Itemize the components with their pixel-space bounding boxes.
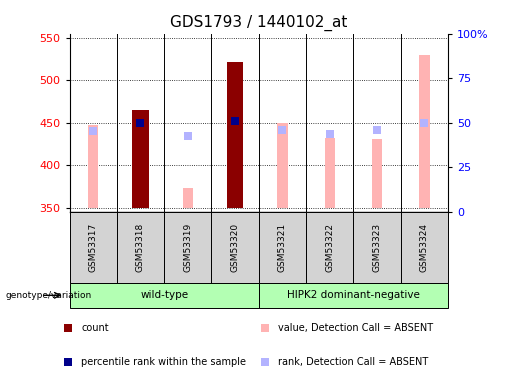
Text: genotype/variation: genotype/variation xyxy=(5,291,91,300)
FancyBboxPatch shape xyxy=(212,212,259,283)
Text: GSM53319: GSM53319 xyxy=(183,223,192,272)
Point xyxy=(261,359,269,365)
Title: GDS1793 / 1440102_at: GDS1793 / 1440102_at xyxy=(170,15,348,31)
FancyBboxPatch shape xyxy=(401,212,448,283)
Bar xyxy=(277,123,288,208)
Text: GSM53324: GSM53324 xyxy=(420,223,429,272)
Point xyxy=(89,128,97,134)
FancyBboxPatch shape xyxy=(117,212,164,283)
Point xyxy=(278,128,286,134)
FancyBboxPatch shape xyxy=(70,283,259,308)
Point xyxy=(64,359,72,365)
Point xyxy=(136,120,145,126)
Bar xyxy=(183,188,193,208)
Text: GSM53321: GSM53321 xyxy=(278,223,287,272)
Point xyxy=(420,120,428,126)
Bar xyxy=(227,62,244,208)
FancyBboxPatch shape xyxy=(353,212,401,283)
Point xyxy=(373,128,381,134)
Point xyxy=(231,118,239,124)
Bar xyxy=(135,125,146,208)
FancyBboxPatch shape xyxy=(164,212,212,283)
Text: percentile rank within the sample: percentile rank within the sample xyxy=(81,357,246,367)
Point xyxy=(261,325,269,331)
FancyBboxPatch shape xyxy=(306,212,353,283)
Text: wild-type: wild-type xyxy=(140,290,188,300)
Text: rank, Detection Call = ABSENT: rank, Detection Call = ABSENT xyxy=(278,357,428,367)
Text: GSM53323: GSM53323 xyxy=(372,223,382,272)
Bar xyxy=(419,55,430,208)
Bar xyxy=(132,110,149,208)
Bar xyxy=(230,125,241,208)
Point xyxy=(64,325,72,331)
Bar xyxy=(372,139,382,208)
Text: count: count xyxy=(81,323,109,333)
Text: value, Detection Call = ABSENT: value, Detection Call = ABSENT xyxy=(278,323,433,333)
Text: GSM53317: GSM53317 xyxy=(89,223,98,272)
Point xyxy=(184,132,192,138)
Text: GSM53322: GSM53322 xyxy=(325,223,334,272)
FancyBboxPatch shape xyxy=(259,283,448,308)
Point xyxy=(136,120,145,126)
Point xyxy=(325,131,334,137)
Bar xyxy=(324,138,335,208)
Text: GSM53318: GSM53318 xyxy=(136,223,145,272)
FancyBboxPatch shape xyxy=(259,212,306,283)
Text: HIPK2 dominant-negative: HIPK2 dominant-negative xyxy=(287,290,420,300)
Bar xyxy=(88,125,98,208)
FancyBboxPatch shape xyxy=(70,212,117,283)
Text: GSM53320: GSM53320 xyxy=(231,223,239,272)
